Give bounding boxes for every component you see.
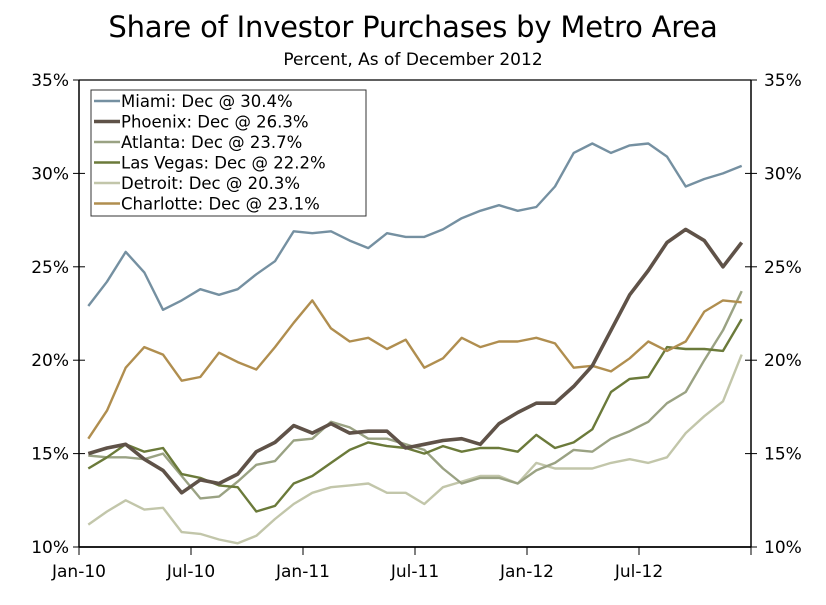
legend-label-miami: Miami: Dec @ 30.4% [121, 92, 293, 111]
chart-subtitle: Percent, As of December 2012 [283, 50, 543, 70]
y-tick-label-right: 10% [764, 538, 802, 558]
y-tick-label-right: 25% [764, 258, 802, 278]
y-tick-label-left: 20% [31, 351, 69, 371]
x-tick-label: Jul-12 [614, 562, 663, 582]
series-line-charlotte [87, 299, 742, 440]
y-tick-label-right: 20% [764, 351, 802, 371]
y-tick-label-right: 30% [764, 164, 802, 184]
series-line-detroit [87, 354, 743, 545]
legend-label-detroit: Detroit: Dec @ 20.3% [121, 174, 300, 193]
y-tick-label-left: 30% [31, 164, 69, 184]
series-line-atlanta [88, 290, 743, 500]
x-tick-label: Jul-10 [166, 562, 215, 582]
y-tick-label-right: 35% [764, 71, 802, 91]
axes: 10% 10% 15% 15% 20% 20% 25% 25% 30% 30% 35% 35% Jan-… [31, 71, 802, 582]
legend-label-atlanta: Atlanta: Dec @ 23.7% [121, 133, 302, 152]
x-tick-label: Jul-11 [390, 562, 439, 582]
y-tick-label-left: 35% [31, 71, 69, 91]
y-tick-label-right: 15% [764, 445, 802, 465]
x-tick-label: Jan-10 [51, 562, 106, 582]
series-line-las-vegas [87, 318, 743, 513]
legend: Miami: Dec @ 30.4% Phoenix: Dec @ 26.3%At… [90, 89, 367, 217]
y-tick-label-left: 25% [31, 258, 69, 278]
series-line-miami [87, 142, 743, 311]
series-line-phoenix [87, 227, 744, 495]
y-tick-label-left: 10% [31, 538, 69, 558]
legend-label-charlotte: Charlotte: Dec @ 23.1% [121, 195, 320, 214]
x-tick-label: Jan-11 [275, 562, 330, 582]
legend-box [90, 89, 367, 217]
y-tick-label-left: 15% [31, 445, 69, 465]
legend-label-phoenix: Phoenix: Dec @ 26.3% [121, 113, 309, 132]
chart-title: Share of Investor Purchases by Metro Are… [108, 10, 718, 44]
legend-label-las-vegas: Las Vegas: Dec @ 22.2% [121, 154, 326, 173]
x-tick-label: Jan-12 [499, 562, 554, 582]
series-lines [87, 142, 744, 545]
